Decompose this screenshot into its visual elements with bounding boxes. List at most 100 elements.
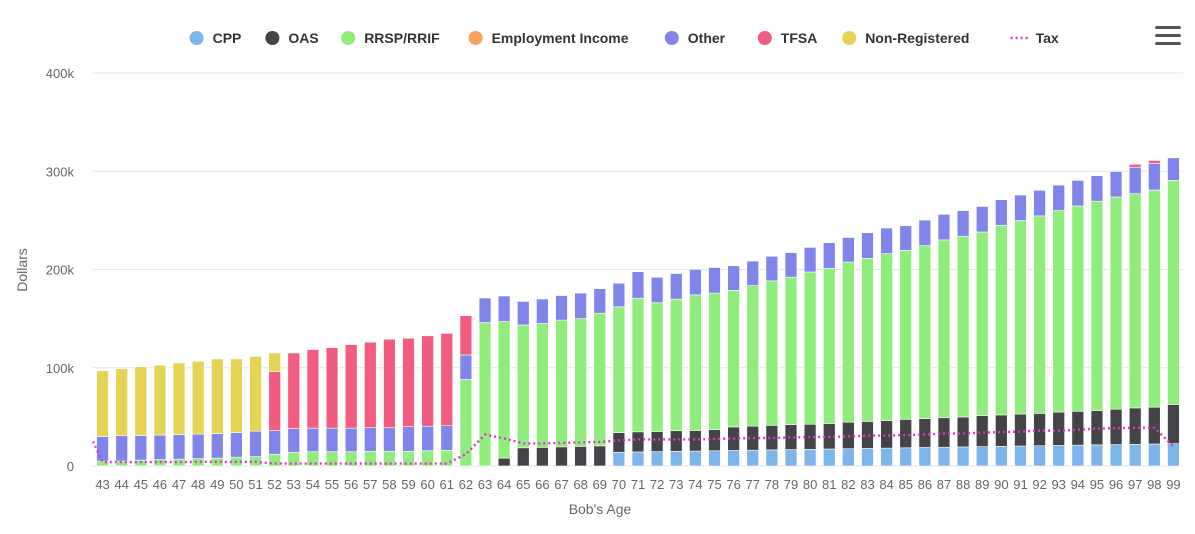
bar-tfsa-segment[interactable] (402, 337, 415, 427)
bar-other-segment[interactable] (1090, 175, 1104, 202)
bar-rrsp-rrif-segment[interactable] (402, 450, 415, 467)
bar-other-segment[interactable] (478, 297, 492, 323)
bar-rrsp-rrif-segment[interactable] (861, 257, 874, 422)
bar-other-segment[interactable] (555, 295, 568, 321)
bar-cpp-segment[interactable] (708, 450, 721, 467)
bar-rrsp-rrif-segment[interactable] (822, 267, 836, 424)
bar-other-segment[interactable] (96, 436, 109, 462)
bar-oas-segment[interactable] (1052, 411, 1065, 446)
bar-other-segment[interactable] (918, 219, 932, 246)
bar-other-segment[interactable] (803, 247, 817, 273)
bar-rrsp-rrif-segment[interactable] (1128, 193, 1142, 409)
bar-rrsp-rrif-segment[interactable] (842, 261, 855, 423)
bar-other-segment[interactable] (1128, 166, 1142, 195)
bar-cpp-segment[interactable] (1148, 443, 1161, 467)
bar-cpp-segment[interactable] (612, 451, 626, 467)
bar-rrsp-rrif-segment[interactable] (440, 449, 453, 467)
bar-oas-segment[interactable] (555, 446, 568, 467)
legend-item-non-registered[interactable]: Non-Registered (842, 30, 969, 46)
bar-other-segment[interactable] (1014, 194, 1027, 221)
bar-rrsp-rrif-segment[interactable] (708, 292, 721, 430)
bar-other-segment[interactable] (975, 206, 989, 233)
bar-non-registered-segment[interactable] (96, 370, 109, 437)
legend[interactable]: CPP OAS RRSP/RRIF Employment Income Other TFS… (189, 30, 1059, 46)
bar-oas-segment[interactable] (536, 447, 549, 467)
bar-cpp-segment[interactable] (803, 448, 817, 467)
bar-cpp-segment[interactable] (1033, 445, 1046, 467)
bar-rrsp-rrif-segment[interactable] (459, 379, 473, 467)
bar-oas-segment[interactable] (995, 414, 1008, 447)
bar-cpp-segment[interactable] (995, 446, 1008, 467)
bar-cpp-segment[interactable] (1014, 445, 1027, 467)
bar-tfsa-segment[interactable] (325, 347, 339, 429)
bar-rrsp-rrif-segment[interactable] (574, 318, 587, 447)
bar-cpp-segment[interactable] (1090, 444, 1104, 467)
bar-non-registered-segment[interactable] (191, 361, 205, 435)
bar-cpp-segment[interactable] (899, 447, 912, 467)
bar-cpp-segment[interactable] (822, 448, 836, 467)
bar-rrsp-rrif-segment[interactable] (517, 324, 530, 449)
bar-cpp-segment[interactable] (918, 447, 932, 467)
bar-rrsp-rrif-segment[interactable] (727, 290, 740, 428)
bar-other-segment[interactable] (134, 435, 148, 461)
bar-oas-segment[interactable] (975, 415, 989, 447)
bar-other-segment[interactable] (822, 242, 836, 269)
bar-oas-segment[interactable] (708, 429, 721, 452)
bar-other-segment[interactable] (593, 288, 606, 314)
bar-other-segment[interactable] (670, 273, 683, 300)
bar-rrsp-rrif-segment[interactable] (1090, 200, 1104, 411)
bar-rrsp-rrif-segment[interactable] (593, 312, 606, 447)
bar-rrsp-rrif-segment[interactable] (191, 458, 205, 467)
bar-cpp-segment[interactable] (1167, 443, 1180, 467)
legend-item-oas[interactable]: OAS (265, 30, 319, 46)
legend-item-cpp[interactable]: CPP (189, 30, 242, 46)
bar-other-segment[interactable] (1109, 171, 1123, 198)
bar-oas-segment[interactable] (517, 447, 530, 467)
bar-other-segment[interactable] (191, 433, 205, 459)
bar-tfsa-segment[interactable] (268, 371, 281, 431)
bar-rrsp-rrif-segment[interactable] (899, 250, 912, 420)
bar-oas-segment[interactable] (612, 432, 626, 453)
bar-cpp-segment[interactable] (975, 446, 989, 467)
bar-other-segment[interactable] (459, 354, 473, 380)
legend-item-other[interactable]: Other (664, 30, 726, 46)
bar-cpp-segment[interactable] (880, 447, 893, 467)
bar-non-registered-segment[interactable] (249, 356, 262, 432)
bar-other-segment[interactable] (211, 433, 224, 459)
bar-other-segment[interactable] (1148, 163, 1161, 191)
bar-other-segment[interactable] (383, 427, 396, 452)
bar-tfsa-segment[interactable] (459, 315, 473, 356)
legend-item-employment-income[interactable]: Employment Income (468, 30, 629, 46)
hamburger-menu-icon[interactable] (1155, 26, 1181, 48)
bar-oas-segment[interactable] (1071, 410, 1085, 446)
bar-rrsp-rrif-segment[interactable] (612, 306, 626, 433)
bar-rrsp-rrif-segment[interactable] (1109, 196, 1123, 410)
bar-other-segment[interactable] (689, 268, 702, 296)
bar-cpp-segment[interactable] (937, 446, 951, 467)
bar-rrsp-rrif-segment[interactable] (1014, 220, 1027, 415)
bar-tfsa-segment[interactable] (306, 349, 320, 429)
bar-rrsp-rrif-segment[interactable] (1071, 205, 1085, 412)
bar-non-registered-segment[interactable] (230, 358, 243, 433)
bar-other-segment[interactable] (344, 427, 358, 453)
bar-cpp-segment[interactable] (1109, 444, 1123, 467)
bar-rrsp-rrif-segment[interactable] (631, 297, 645, 433)
bar-cpp-segment[interactable] (1052, 445, 1065, 467)
bar-rrsp-rrif-segment[interactable] (956, 235, 970, 418)
bar-other-segment[interactable] (115, 435, 128, 462)
bar-oas-segment[interactable] (956, 416, 970, 448)
bar-rrsp-rrif-segment[interactable] (784, 276, 798, 425)
bar-non-registered-segment[interactable] (211, 358, 224, 434)
bar-cpp-segment[interactable] (670, 451, 683, 467)
bar-other-segment[interactable] (880, 227, 893, 254)
bar-cpp-segment[interactable] (1071, 444, 1085, 467)
bar-other-segment[interactable] (861, 232, 874, 259)
bar-other-segment[interactable] (306, 427, 320, 453)
bar-oas-segment[interactable] (1014, 413, 1027, 447)
bar-tfsa-segment[interactable] (1128, 163, 1142, 168)
bar-tfsa-segment[interactable] (440, 333, 453, 427)
bar-rrsp-rrif-segment[interactable] (918, 245, 932, 419)
bar-other-segment[interactable] (574, 292, 587, 319)
bar-oas-segment[interactable] (1128, 407, 1142, 445)
bar-other-segment[interactable] (899, 225, 912, 251)
